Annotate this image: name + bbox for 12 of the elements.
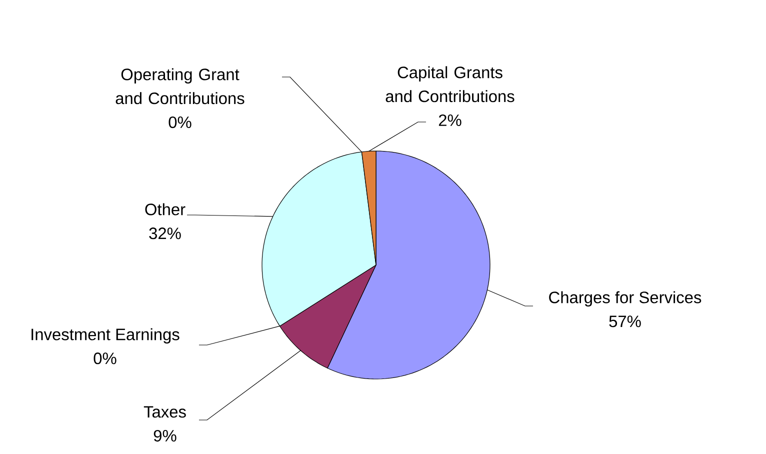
data-label: 9% [154, 430, 176, 442]
slice-label: Capital Grants and Contributions [386, 66, 514, 102]
data-label: 2% [438, 114, 462, 126]
data-label: 57% [609, 316, 641, 328]
legend-label: Investment Earnings [32, 328, 180, 344]
text: 0% [168, 116, 192, 128]
data-label: 32% [149, 228, 181, 240]
category-label: Operating Grant and Contributions [116, 68, 244, 104]
slice-label: Taxes [144, 406, 186, 418]
text: 0% [94, 352, 116, 364]
slice-label: Charges for Services [549, 291, 702, 307]
slice-label: Other [145, 203, 186, 216]
